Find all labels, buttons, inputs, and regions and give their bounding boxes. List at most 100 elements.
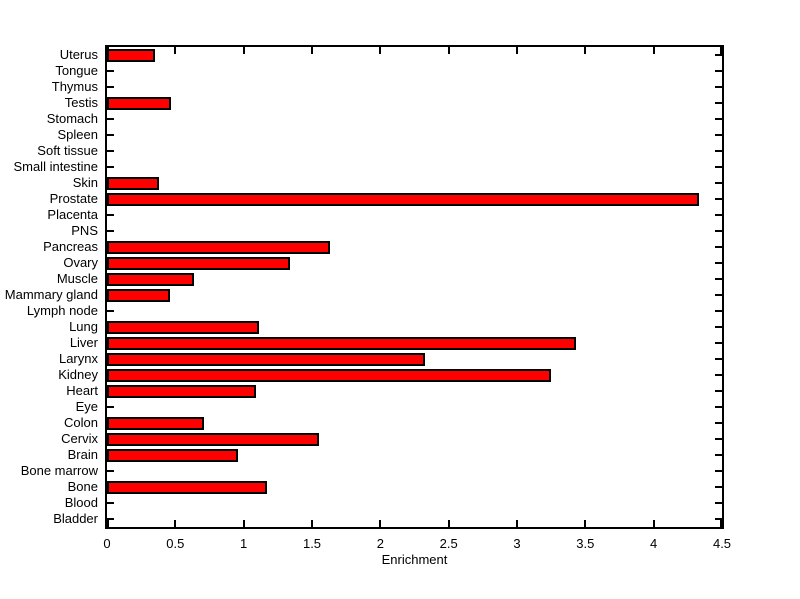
- y-axis-tick-left: [107, 86, 114, 88]
- bar-mammary-gland: [107, 288, 170, 302]
- y-tick-label-ovary: Ovary: [63, 255, 98, 270]
- y-axis-tick-right: [715, 470, 722, 472]
- x-tick-label-3: 3: [513, 536, 521, 551]
- y-tick-label-small-intestine: Small intestine: [13, 159, 98, 174]
- y-axis-tick-right: [715, 118, 722, 120]
- x-axis-label: Enrichment: [381, 552, 448, 567]
- y-axis-tick-right: [715, 150, 722, 152]
- x-axis-tick-top: [516, 47, 518, 54]
- y-axis-tick-right: [715, 422, 722, 424]
- y-axis-tick-right: [715, 214, 722, 216]
- y-axis-tick-right: [715, 182, 722, 184]
- y-tick-label-colon: Colon: [64, 415, 98, 430]
- y-axis-tick-right: [715, 86, 722, 88]
- x-axis-tick-top: [447, 47, 450, 54]
- y-tick-label-bone-marrow: Bone marrow: [20, 463, 98, 478]
- y-axis-tick-right: [715, 198, 722, 200]
- y-tick-label-heart: Heart: [66, 383, 98, 398]
- y-axis-tick-right: [715, 374, 722, 376]
- bar-cervix: [107, 432, 319, 446]
- y-axis-tick-right: [715, 406, 722, 408]
- x-axis-tick-bottom: [174, 520, 177, 527]
- y-axis-tick-right: [715, 310, 722, 312]
- y-axis-tick-right: [715, 134, 722, 136]
- y-axis-tick-right: [715, 502, 722, 504]
- bar-heart: [107, 384, 256, 398]
- y-axis-tick-right: [715, 454, 722, 456]
- y-axis-tick-right: [715, 54, 722, 56]
- bar-muscle: [107, 272, 194, 286]
- bar-prostate: [107, 192, 699, 206]
- y-tick-label-pancreas: Pancreas: [43, 239, 98, 254]
- x-axis-tick-bottom: [652, 520, 655, 527]
- x-axis-tick-top: [379, 47, 382, 54]
- plot-area: [105, 45, 724, 529]
- y-axis-tick-right: [715, 166, 722, 168]
- y-axis-tick-right: [715, 262, 722, 264]
- x-axis-tick-bottom: [720, 520, 722, 527]
- x-axis-tick-bottom: [107, 520, 109, 527]
- y-tick-label-tongue: Tongue: [55, 63, 98, 78]
- bar-uterus: [107, 48, 155, 62]
- y-tick-label-placenta: Placenta: [47, 207, 98, 222]
- y-axis-tick-right: [715, 70, 722, 72]
- x-axis-tick-top: [584, 47, 587, 54]
- y-tick-label-bladder: Bladder: [53, 511, 98, 526]
- y-tick-label-mammary-gland: Mammary gland: [4, 287, 98, 302]
- bar-ovary: [107, 256, 290, 270]
- y-tick-label-muscle: Muscle: [56, 271, 98, 286]
- y-tick-label-stomach: Stomach: [46, 111, 98, 126]
- y-axis-tick-right: [715, 390, 722, 392]
- y-tick-label-cervix: Cervix: [61, 431, 98, 446]
- y-axis-tick-left: [107, 310, 114, 312]
- y-axis-tick-left: [107, 406, 114, 408]
- x-axis-tick-bottom: [311, 520, 313, 527]
- x-axis-tick-top: [242, 47, 245, 54]
- x-axis-tick-top: [107, 47, 109, 54]
- y-tick-label-brain: Brain: [67, 447, 98, 462]
- y-axis-tick-right: [715, 486, 722, 488]
- bar-liver: [107, 336, 576, 350]
- x-axis-tick-bottom: [242, 520, 245, 527]
- x-tick-label-2-5: 2.5: [439, 536, 458, 551]
- bar-colon: [107, 416, 204, 430]
- y-tick-label-prostate: Prostate: [49, 191, 98, 206]
- x-axis-tick-top: [720, 47, 722, 54]
- bar-larynx: [107, 352, 425, 366]
- x-tick-label-0: 0: [103, 536, 111, 551]
- x-tick-label-3-5: 3.5: [576, 536, 595, 551]
- bar-pancreas: [107, 240, 330, 254]
- y-axis-tick-left: [107, 166, 114, 168]
- y-axis-tick-right: [715, 358, 722, 360]
- y-axis-tick-right: [715, 438, 722, 440]
- y-axis-tick-right: [715, 518, 722, 520]
- y-axis-tick-left: [107, 134, 114, 136]
- x-axis-tick-top: [311, 47, 313, 54]
- bar-testis: [107, 96, 171, 110]
- x-axis-tick-top: [652, 47, 655, 54]
- y-tick-label-testis: Testis: [64, 95, 98, 110]
- y-tick-label-bone: Bone: [67, 479, 98, 494]
- x-tick-label-4-5: 4.5: [712, 536, 732, 551]
- y-tick-label-kidney: Kidney: [58, 367, 98, 382]
- y-axis-tick-left: [107, 518, 114, 520]
- y-tick-label-lymph-node: Lymph node: [26, 303, 98, 318]
- y-axis-tick-right: [715, 342, 722, 344]
- x-axis-tick-bottom: [516, 520, 518, 527]
- y-axis-tick-left: [107, 118, 114, 120]
- y-axis-tick-right: [715, 326, 722, 328]
- y-axis-tick-left: [107, 214, 114, 216]
- y-tick-label-eye: Eye: [75, 399, 98, 414]
- x-axis-tick-bottom: [584, 520, 587, 527]
- y-axis-tick-left: [107, 502, 114, 504]
- x-tick-label-4: 4: [650, 536, 658, 551]
- y-axis-tick-right: [715, 294, 722, 296]
- y-tick-label-blood: Blood: [64, 495, 98, 510]
- y-tick-label-liver: Liver: [69, 335, 98, 350]
- bar-brain: [107, 448, 238, 462]
- bar-skin: [107, 176, 159, 190]
- bar-bone: [107, 480, 267, 494]
- y-tick-label-spleen: Spleen: [57, 127, 98, 142]
- y-axis-tick-right: [715, 246, 722, 248]
- y-axis-tick-right: [715, 278, 722, 280]
